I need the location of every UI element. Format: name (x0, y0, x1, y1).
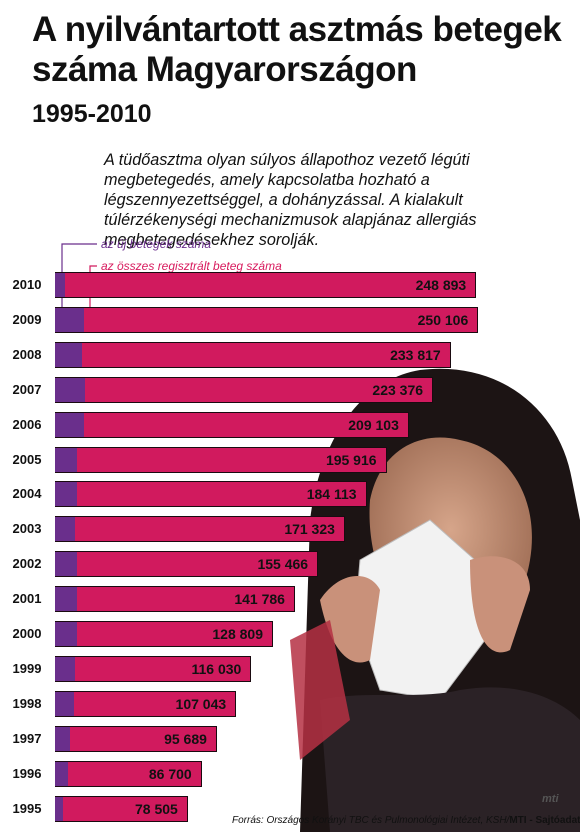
bar-total-1998 (55, 690, 237, 717)
bar-value-label: 155 466 (257, 556, 309, 573)
bar-new-1999 (55, 656, 76, 681)
bar-total-1995 (55, 795, 188, 822)
bar-total-2002 (55, 551, 319, 578)
bar-total-2003 (55, 516, 345, 543)
bar-total-2007 (55, 376, 434, 403)
bar-new-2000 (55, 622, 77, 646)
year-label: 2003 (12, 521, 42, 537)
bar-new-2005 (55, 447, 77, 472)
bar-value-label: 86 700 (148, 765, 192, 782)
year-label: 2007 (12, 381, 42, 397)
year-label: 1995 (12, 800, 42, 816)
source-footer: Forrás: Országos Korányi TBC és Pulmonol… (232, 815, 580, 826)
intro-text: A tüdőasztma olyan súlyos állapothoz vez… (104, 151, 477, 249)
bar-new-2001 (55, 587, 77, 612)
bar-value-label: 250 106 (417, 311, 469, 328)
bar-new-2003 (55, 517, 76, 542)
year-label: 1999 (12, 660, 42, 676)
bar-value-label: 209 103 (348, 416, 399, 433)
bar-total-2009 (55, 306, 479, 333)
year-label: 2001 (12, 591, 42, 607)
chart-title: A nyilvántartott asztmás betegek száma M… (32, 10, 562, 89)
bar-total-2004 (55, 481, 367, 508)
hand-left-shape (320, 576, 380, 663)
bar-value-label: 78 505 (135, 800, 178, 817)
bar-new-2008 (55, 342, 83, 367)
bar-value-label: 184 113 (306, 486, 357, 503)
bar-new-2002 (55, 552, 77, 577)
bar-new-2006 (55, 412, 84, 437)
bar-new-1998 (55, 691, 74, 716)
bar-value-label: 141 786 (234, 591, 285, 608)
bar-value-label: 223 376 (372, 381, 424, 398)
bar-value-label: 116 030 (191, 660, 242, 677)
year-label: 2010 (12, 277, 42, 292)
year-label: 1998 (12, 695, 42, 711)
bar-new-1996 (55, 761, 68, 786)
year-label: 1996 (12, 765, 42, 781)
bar-value-label: 107 043 (175, 695, 227, 712)
chart-year-range: 1995-2010 (32, 100, 152, 128)
bar-value-label: 248 893 (415, 277, 467, 293)
bar-new-1997 (55, 726, 71, 751)
blouse-sleeve-shape (290, 620, 350, 760)
bar-total-2008 (55, 341, 451, 368)
bar-new-2010 (55, 273, 66, 297)
year-label: 2009 (12, 311, 42, 327)
bar-total-1997 (55, 725, 217, 752)
bar-value-label: 128 809 (212, 626, 263, 642)
legend-line-total (89, 265, 97, 315)
source-text: Forrás: Országos Korányi TBC és Pulmonol… (232, 815, 510, 826)
legend-new-patients: az új betegek száma (101, 237, 212, 251)
bar-total-1996 (55, 760, 202, 787)
bar-new-1995 (55, 796, 64, 821)
bar-value-label: 233 817 (390, 346, 441, 363)
year-label: 2004 (12, 486, 42, 502)
legend-total-patients: az összes regisztrált beteg száma (101, 259, 282, 273)
bar-total-2010 (55, 272, 477, 298)
year-label: 2002 (12, 556, 42, 572)
bar-value-label: 95 689 (164, 730, 207, 747)
year-label: 2000 (12, 626, 42, 641)
bar-new-2007 (55, 377, 86, 402)
agency-text: MTI - Sajtóadatbank (509, 815, 580, 826)
bar-value-label: 171 323 (284, 521, 335, 538)
year-label: 2006 (12, 416, 42, 432)
bar-value-label: 195 916 (325, 451, 377, 468)
shirt-shape (320, 687, 580, 832)
bar-new-2009 (55, 307, 84, 332)
year-label: 1997 (12, 730, 42, 746)
year-label: 2008 (12, 346, 42, 362)
mti-logo: mti (542, 793, 559, 805)
bar-total-2005 (55, 446, 387, 473)
year-label: 2005 (12, 451, 42, 467)
bar-new-2004 (55, 482, 77, 507)
hand-right-shape (470, 556, 530, 653)
bar-total-2006 (55, 411, 409, 438)
